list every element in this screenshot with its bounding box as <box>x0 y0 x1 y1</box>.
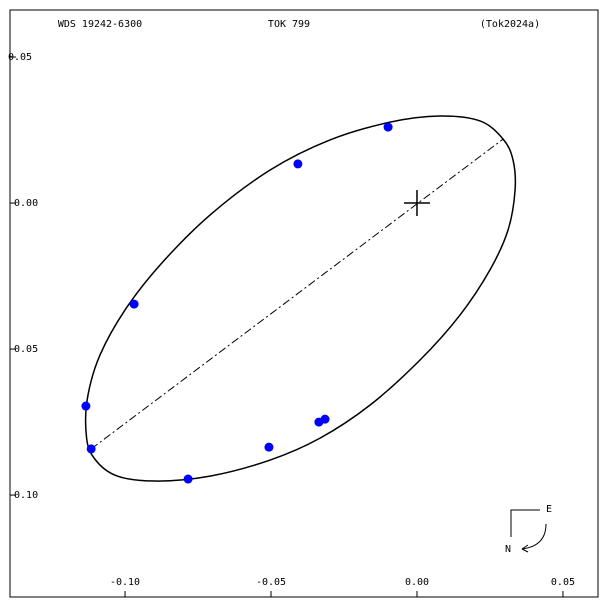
line-of-apsides <box>90 138 504 450</box>
observation <box>183 474 193 484</box>
compass-arrow <box>521 523 547 550</box>
observation <box>264 442 274 452</box>
compass: E N <box>505 504 552 555</box>
chart-title: WDS 19242-6300 <box>58 19 142 30</box>
y-tick-label: -0.10 <box>8 490 38 501</box>
y-tick-label: -0.05 <box>8 344 38 355</box>
chart-subtitle: TOK 799 <box>268 19 310 30</box>
observation <box>129 299 139 309</box>
x-tick-label: 0.00 <box>405 577 429 588</box>
orbit <box>84 115 517 482</box>
x-tick-label: -0.05 <box>256 577 286 588</box>
observation <box>293 159 303 169</box>
y-tick-label: 0.05 <box>8 52 32 63</box>
compass-axes <box>510 509 540 537</box>
observation <box>86 444 96 454</box>
compass-arrowhead <box>521 544 529 553</box>
observation <box>320 414 330 424</box>
frame <box>9 9 599 598</box>
observation <box>383 122 393 132</box>
y-tick-label: -0.00 <box>8 198 38 209</box>
x-tick-label: 0.05 <box>551 577 575 588</box>
compass-east: E <box>546 504 552 515</box>
x-tick-label: -0.10 <box>110 577 140 588</box>
primary-star <box>403 190 430 217</box>
compass-north: N <box>505 544 511 555</box>
observation <box>81 401 91 411</box>
reference: (Tok2024a) <box>480 19 540 30</box>
